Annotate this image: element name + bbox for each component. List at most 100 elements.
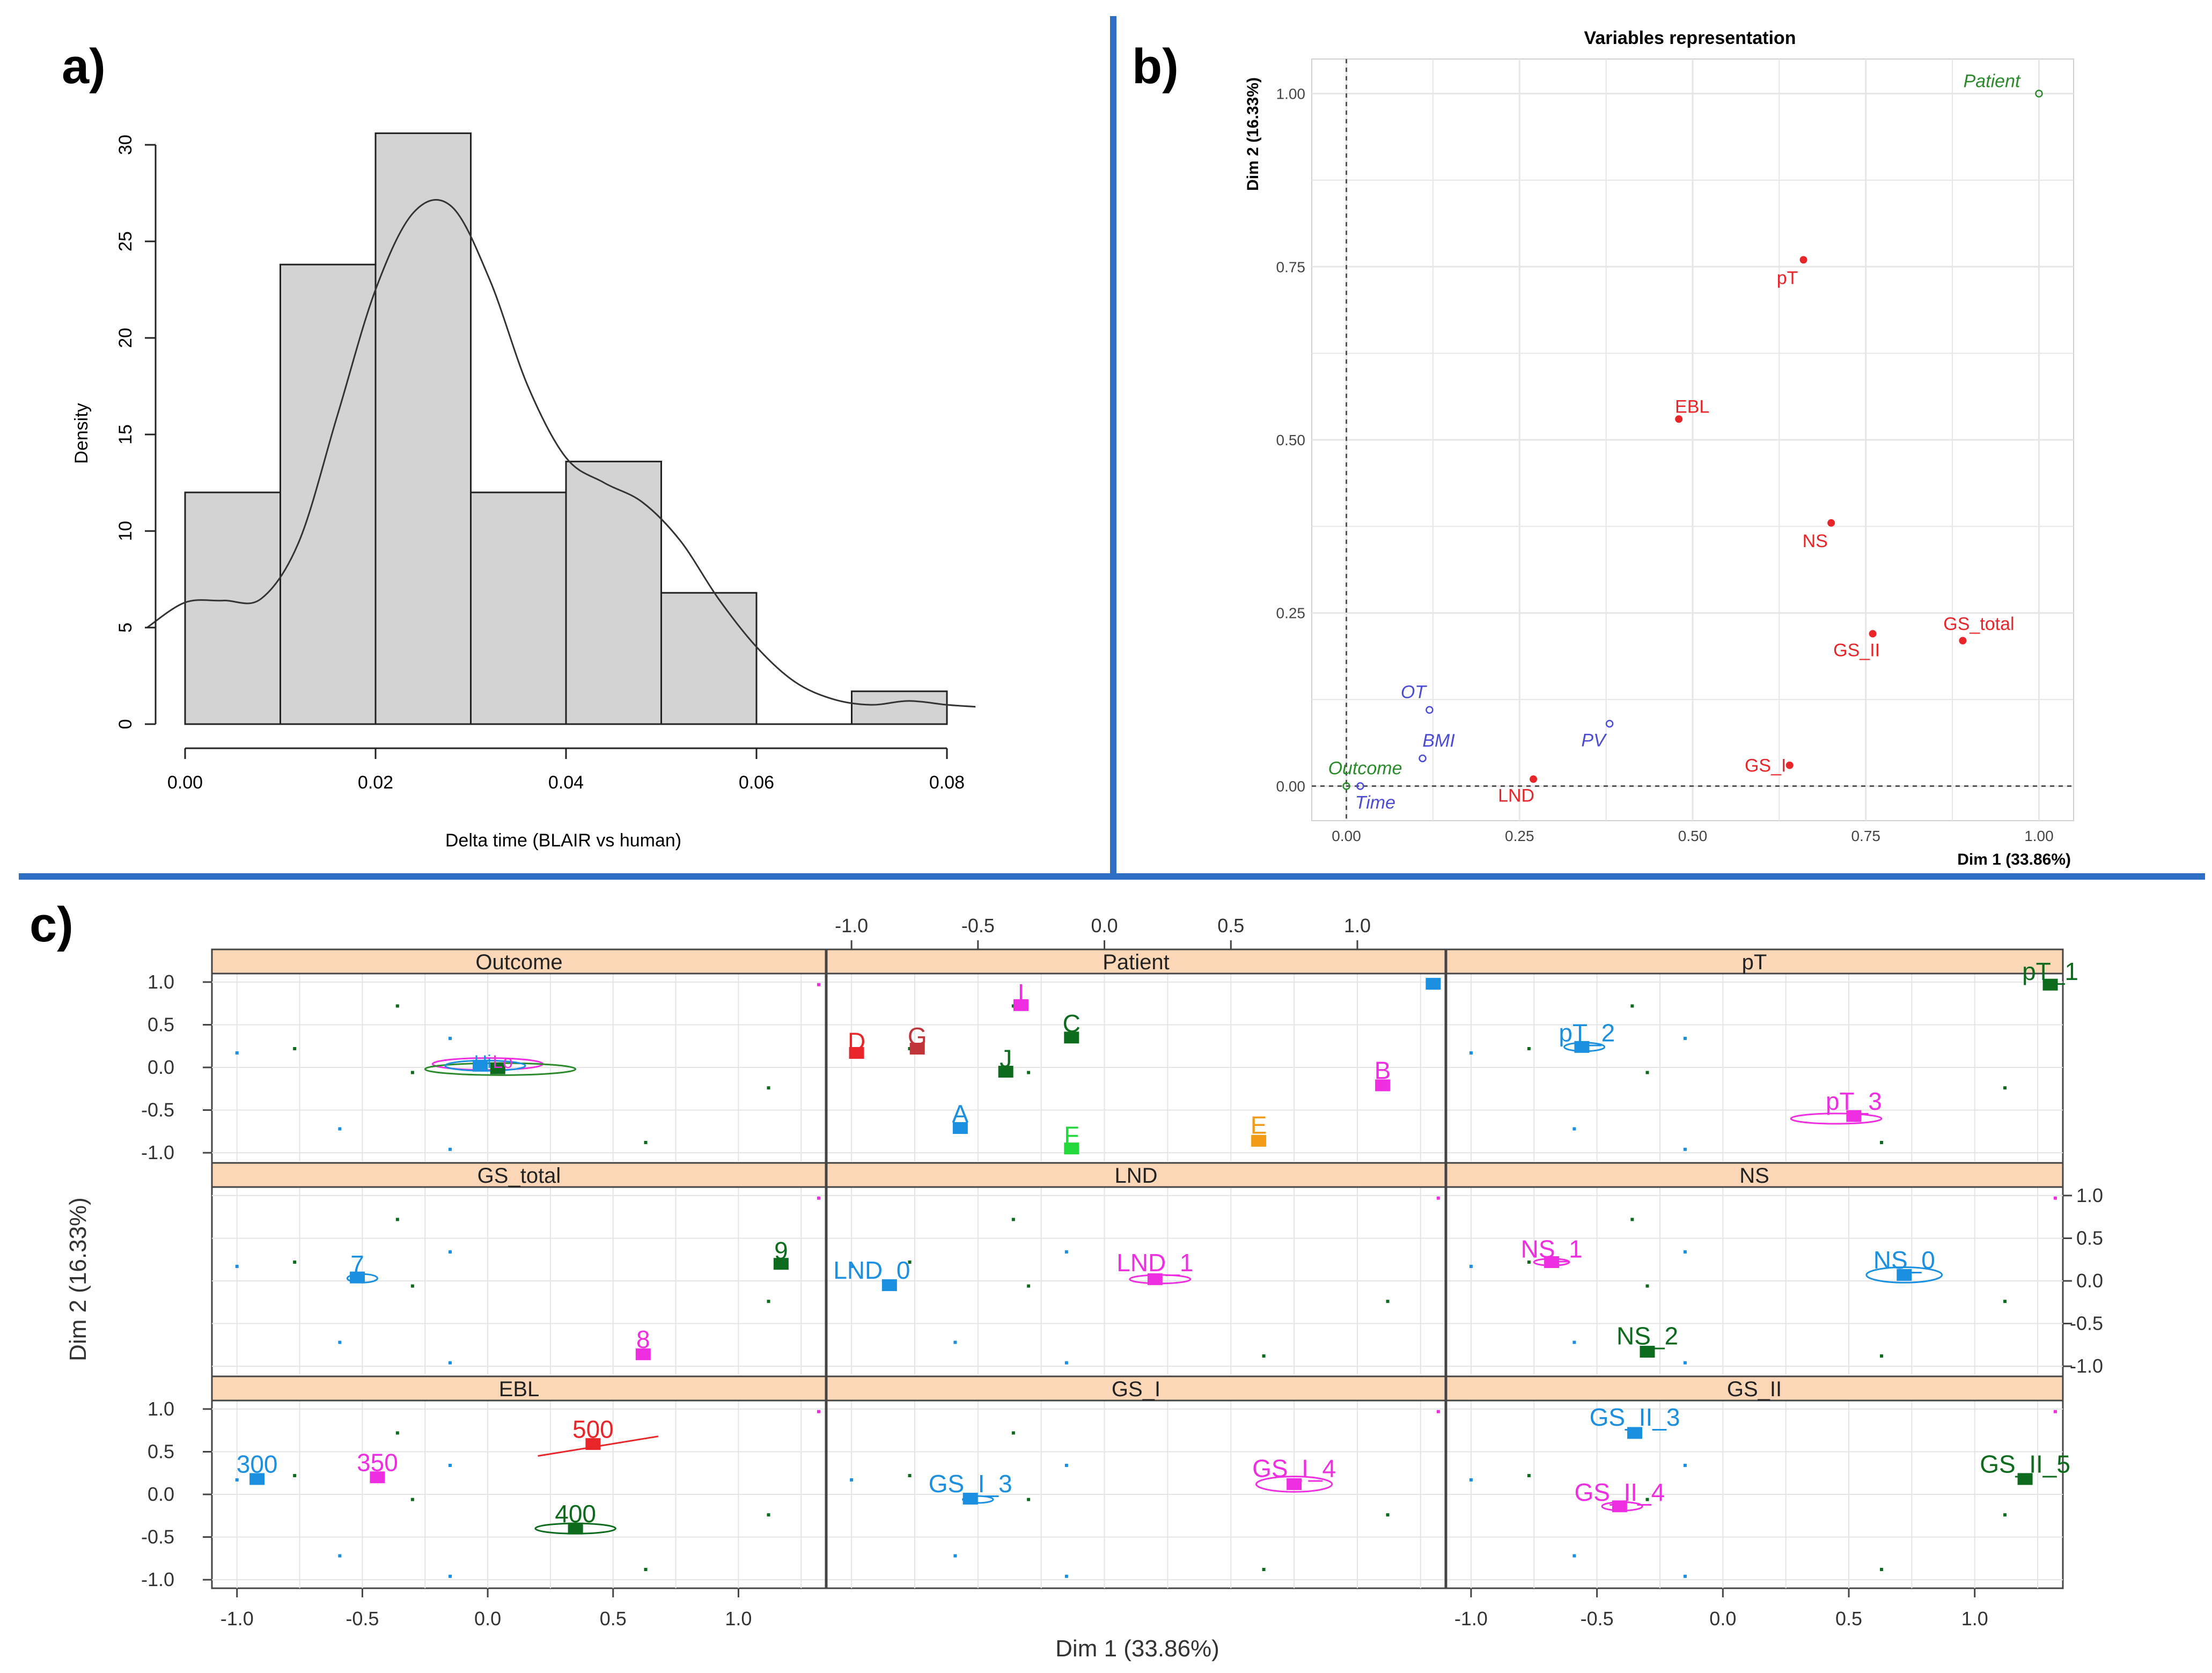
lattice-x-axis-label: Dim 1 (33.86%) bbox=[1055, 1635, 1219, 1662]
lattice-category-marker bbox=[1064, 1031, 1079, 1044]
category-lattice-chart: Dim 1 (33.86%) Dim 2 (16.33%) -1.0 -1.0 -1… bbox=[65, 915, 2103, 1662]
varrep-point bbox=[1785, 761, 1794, 769]
varrep-title: Variables representation bbox=[1584, 28, 1796, 48]
lattice-x-tick-label: 1.0 bbox=[725, 1608, 752, 1630]
hist-x-tick-label: 0.06 bbox=[739, 772, 774, 793]
lattice-individual-point bbox=[338, 1127, 342, 1131]
lattice-category-marker bbox=[849, 1046, 864, 1059]
varrep-point bbox=[1342, 782, 1350, 790]
lattice-category-marker bbox=[1013, 999, 1028, 1011]
lattice-strip-label: Outcome bbox=[475, 950, 562, 974]
varrep-y-tick-label: 0.00 bbox=[1276, 778, 1306, 794]
lattice-individual-point bbox=[1645, 1071, 1649, 1074]
lattice-individual-point bbox=[908, 1047, 912, 1050]
lattice-individual-point bbox=[338, 1340, 342, 1344]
lattice-individual-point bbox=[1262, 1354, 1266, 1358]
lattice-y-tick-label: -0.5 bbox=[141, 1526, 174, 1548]
lattice-x-tick-label: -1.0 bbox=[1454, 1608, 1488, 1630]
panel-label-a: a) bbox=[62, 39, 106, 94]
hist-x-axis-label: Delta time (BLAIR vs human) bbox=[445, 830, 681, 851]
varrep-point-label: BMI bbox=[1422, 731, 1455, 751]
lattice-category-label: Hi bbox=[474, 1052, 491, 1072]
lattice-individual-point bbox=[1436, 1410, 1440, 1413]
lattice-category-label: D bbox=[848, 1027, 865, 1055]
lattice-individual-point bbox=[1469, 1264, 1473, 1268]
varrep-point-label: PV bbox=[1581, 730, 1607, 750]
hist-y-tick-label: 15 bbox=[115, 424, 136, 445]
lattice-category-label: GS_I_4 bbox=[1252, 1454, 1336, 1482]
lattice-individual-point bbox=[1386, 1513, 1390, 1517]
lattice-y-tick-label: 0.0 bbox=[148, 1483, 174, 1505]
lattice-category-marker bbox=[1064, 1143, 1079, 1155]
lattice-x-tick-label: -1.0 bbox=[221, 1608, 254, 1630]
lattice-y-tick-label: -1.0 bbox=[141, 1568, 174, 1590]
lattice-individual-point bbox=[908, 1474, 912, 1477]
lattice-individual-point bbox=[1527, 1261, 1531, 1264]
lattice-individual-point bbox=[1880, 1568, 1884, 1571]
lattice-x-tick-label: 0.5 bbox=[1217, 915, 1244, 937]
lattice-category-label: 9 bbox=[774, 1237, 788, 1265]
hist-y-tick-label: 30 bbox=[115, 135, 136, 155]
varrep-point-label: EBL bbox=[1675, 396, 1709, 417]
hist-bar bbox=[374, 132, 472, 725]
lattice-x-tick-label: -0.5 bbox=[346, 1608, 379, 1630]
hist-bar bbox=[565, 460, 662, 725]
lattice-individual-point bbox=[2003, 1300, 2007, 1303]
varrep-point-label: GS_total bbox=[1943, 614, 2014, 634]
lattice-individual-point bbox=[448, 1361, 452, 1365]
lattice-category-marker bbox=[773, 1258, 789, 1270]
lattice-individual-point bbox=[448, 1574, 452, 1578]
lattice-individual-point bbox=[767, 1513, 770, 1517]
lattice-individual-point bbox=[395, 1004, 399, 1008]
lattice-strip-label: EBL bbox=[499, 1377, 540, 1401]
lattice-ellipse-line bbox=[538, 1435, 659, 1457]
varrep-y-tick-label: 0.25 bbox=[1276, 605, 1306, 622]
lattice-category-marker bbox=[568, 1522, 583, 1535]
histogram-chart: Delta time (BLAIR vs human) Density 0.00… bbox=[71, 132, 976, 851]
lattice-x-tick-label: -1.0 bbox=[835, 915, 868, 937]
lattice-x-tick-label: 1.0 bbox=[1961, 1608, 1988, 1630]
varrep-point-label: pT bbox=[1777, 268, 1798, 288]
varrep-point-label: Time bbox=[1355, 792, 1395, 813]
lattice-category-label: 7 bbox=[350, 1250, 364, 1278]
varrep-x-axis-label: Dim 1 (33.86%) bbox=[1957, 851, 2071, 868]
lattice-category-marker bbox=[1897, 1269, 1912, 1281]
hist-bar bbox=[184, 491, 281, 725]
lattice-individual-point bbox=[1645, 1284, 1649, 1288]
lattice-individual-point bbox=[2003, 1513, 2007, 1517]
lattice-individual-point bbox=[2053, 1410, 2057, 1413]
lattice-individual-point bbox=[235, 1051, 239, 1055]
lattice-x-tick-label: 1.0 bbox=[1344, 915, 1371, 937]
varrep-point bbox=[1419, 754, 1427, 763]
lattice-category-label: A bbox=[952, 1100, 969, 1128]
panel-dividers bbox=[19, 16, 2205, 880]
varrep-x-tick-label: 0.25 bbox=[1505, 828, 1534, 844]
lattice-individual-point bbox=[1011, 1431, 1015, 1435]
lattice-individual-point bbox=[1630, 1218, 1634, 1221]
lattice-individual-point bbox=[767, 1086, 770, 1090]
lattice-individual-point bbox=[338, 1554, 342, 1558]
lattice-individual-point bbox=[410, 1284, 414, 1288]
lattice-individual-point bbox=[2003, 1086, 2007, 1090]
hist-bar bbox=[660, 592, 758, 725]
lattice-category-label: GS_II_3 bbox=[1590, 1403, 1680, 1431]
lattice-individual-point bbox=[1436, 1196, 1440, 1200]
lattice-category-marker bbox=[1574, 1041, 1590, 1053]
lattice-individual-point bbox=[1064, 1250, 1068, 1254]
lattice-individual-point bbox=[953, 1554, 957, 1558]
lattice-category-marker bbox=[909, 1043, 925, 1055]
lattice-confidence-ellipse bbox=[1865, 1266, 1943, 1284]
lattice-individual-point bbox=[1469, 1478, 1473, 1482]
hist-x-tick-label: 0.02 bbox=[358, 772, 393, 793]
lattice-individual-point bbox=[1572, 1340, 1576, 1344]
lattice-category-label: B bbox=[1375, 1057, 1391, 1085]
lattice-category-marker bbox=[1287, 1478, 1302, 1490]
hist-bar bbox=[470, 491, 567, 725]
varrep-point-label: OT bbox=[1401, 682, 1427, 702]
lattice-category-label: pT_1 bbox=[2022, 957, 2078, 985]
varrep-point-label: GS_I bbox=[1745, 756, 1786, 776]
lattice-individual-point bbox=[850, 1264, 854, 1268]
varrep-y-tick-label: 0.75 bbox=[1276, 259, 1306, 275]
lattice-strip bbox=[825, 948, 1447, 975]
